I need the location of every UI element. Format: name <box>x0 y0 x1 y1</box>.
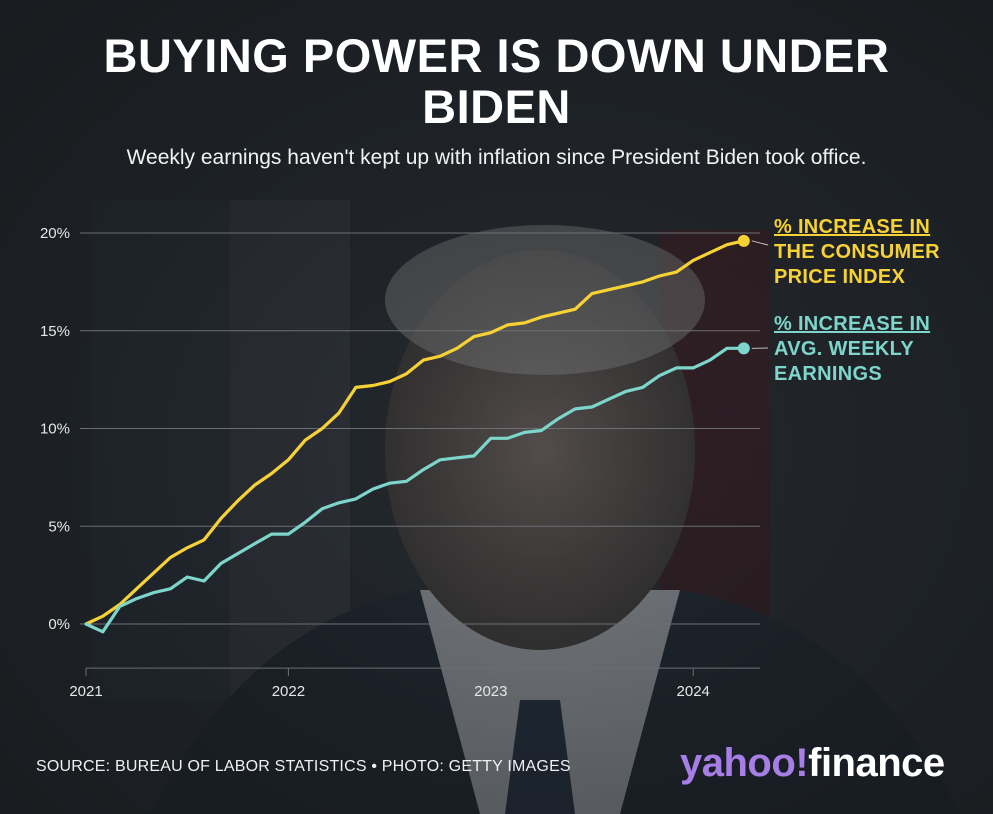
cpi-series-annotation: % INCREASE IN THE CONSUMER PRICE INDEX <box>774 215 940 290</box>
series-layer <box>84 234 769 634</box>
y-tick-label: 15% <box>40 323 70 340</box>
logo-yahoo: yahoo <box>680 741 796 785</box>
tick-label-layer: 0% 5% 10% 15% 20% 2021 2022 2023 2024 <box>40 225 710 700</box>
chart-subtitle: Weekly earnings haven't kept up with inf… <box>126 146 867 169</box>
yahoo-finance-logo: yahoo!finance <box>680 738 945 788</box>
cpi-end-marker <box>737 234 750 247</box>
chart-title: BUYING POWER IS DOWN UNDER BIDEN <box>103 29 890 133</box>
cpi-annotation-line-3: PRICE INDEX <box>774 266 906 288</box>
y-tick-label: 0% <box>48 616 70 633</box>
logo-bang: ! <box>795 741 809 785</box>
source-credit: SOURCE: BUREAU OF LABOR STATISTICS • PHO… <box>36 758 571 775</box>
x-tick-label: 2023 <box>474 683 507 700</box>
grid-layer <box>80 232 760 677</box>
earnings-line <box>84 346 746 634</box>
annotation-leader <box>751 240 769 246</box>
earnings-annotation-line-2: AVG. WEEKLY <box>774 338 914 360</box>
cpi-annotation-line-1: % INCREASE IN <box>774 216 931 238</box>
earnings-series-annotation: % INCREASE IN AVG. WEEKLY EARNINGS <box>774 312 930 387</box>
x-tick-label: 2022 <box>272 683 305 700</box>
x-tick-label: 2021 <box>69 683 102 700</box>
cpi-line <box>84 239 746 626</box>
cpi-annotation-line-2: THE CONSUMER <box>774 241 940 263</box>
logo-finance: finance <box>808 741 945 785</box>
earnings-end-marker <box>737 342 750 355</box>
y-tick-label: 20% <box>40 225 70 242</box>
y-tick-label: 10% <box>40 421 70 438</box>
earnings-annotation-line-1: % INCREASE IN <box>774 313 931 335</box>
earnings-annotation-line-3: EARNINGS <box>774 363 882 385</box>
y-tick-label: 5% <box>48 518 70 535</box>
x-tick-label: 2024 <box>677 683 710 700</box>
